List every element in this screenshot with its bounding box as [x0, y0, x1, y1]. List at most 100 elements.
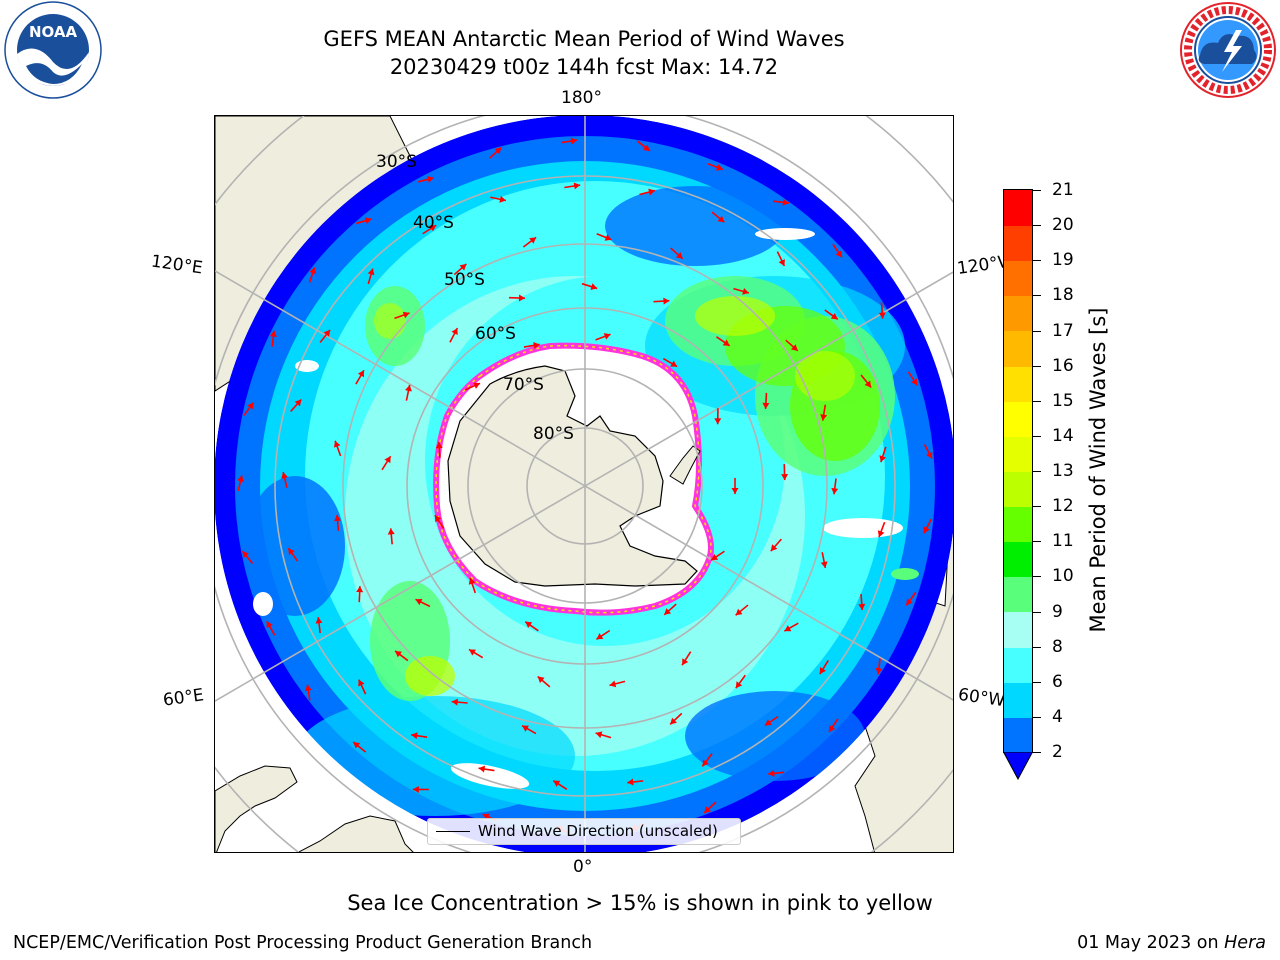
wave-direction-arrow: [453, 263, 467, 276]
wave-direction-arrow: [735, 674, 746, 689]
wave-direction-arrow: [415, 598, 431, 608]
wave-direction-arrow: [522, 236, 537, 248]
colorbar-tick-label: 13: [1052, 461, 1074, 481]
wave-direction-arrow: [609, 680, 626, 688]
colorbar-segment: [1004, 330, 1032, 367]
colorbar-segment: [1004, 260, 1032, 297]
wave-direction-arrow: [287, 547, 299, 562]
wave-direction-arrow: [669, 712, 683, 725]
noaa-logo-text: NOAA: [29, 23, 78, 41]
colorbar-tick-label: 10: [1052, 566, 1074, 587]
colorbar-tick: [1033, 576, 1041, 578]
wave-direction-arrow: [820, 404, 828, 421]
wave-direction-arrow: [905, 591, 917, 606]
colorbar-tick: [1033, 365, 1041, 367]
legend-label: Wind Wave Direction (unscaled): [478, 822, 718, 840]
wave-direction-arrow: [243, 402, 255, 416]
colorbar-under-extension: [1003, 752, 1033, 780]
wave-direction-arrow: [281, 471, 288, 488]
lat-label-30s: 30°S: [376, 152, 417, 172]
wave-direction-arrow: [394, 311, 410, 320]
colorbar-segment: [1004, 400, 1032, 437]
wave-direction-arrow: [923, 444, 933, 460]
footer-host: Hera: [1224, 933, 1266, 953]
wave-direction-arrow: [304, 684, 312, 701]
wave-direction-arrow: [714, 408, 722, 425]
wave-direction-arrow: [290, 398, 302, 412]
wave-direction-arrow: [907, 371, 918, 386]
wave-direction-arrow: [355, 369, 365, 385]
colorbar-tick: [1033, 190, 1041, 191]
wave-direction-arrow: [670, 247, 684, 260]
colorbar-tick: [1033, 716, 1041, 718]
colorbar-segment: [1004, 611, 1032, 648]
colorbar-tick-label: 9: [1052, 601, 1063, 622]
wind-wave-arrows: [237, 137, 933, 835]
wave-direction-arrow: [490, 195, 507, 203]
colorbar-segment: [1004, 435, 1032, 472]
wave-direction-arrow: [412, 785, 429, 793]
wave-direction-arrow: [434, 514, 445, 529]
wave-direction-arrow: [358, 679, 367, 695]
wave-direction-arrow: [489, 146, 502, 159]
colorbar-tick-label: 11: [1052, 531, 1074, 552]
wave-direction-arrow: [681, 651, 692, 666]
wave-direction-arrow: [595, 629, 611, 640]
colorbar-tick-label: 2: [1052, 742, 1063, 762]
wave-direction-arrow: [387, 528, 395, 545]
colorbar-tick: [1033, 681, 1041, 683]
legend-line-swatch: [436, 831, 470, 832]
wave-direction-arrow: [564, 182, 581, 190]
colorbar-tick: [1033, 400, 1041, 402]
wave-direction-arrow: [627, 778, 644, 786]
wave-direction-arrow: [772, 198, 790, 206]
colorbar-tick-label: 8: [1052, 636, 1063, 657]
wave-direction-arrow: [878, 302, 886, 319]
wave-direction-arrow: [716, 336, 731, 347]
colorbar-segment: [1004, 190, 1032, 226]
lat-label-40s: 40°S: [413, 213, 454, 233]
colorbar-tick: [1033, 435, 1041, 437]
wave-direction-arrow: [733, 287, 750, 295]
colorbar-segment: [1004, 681, 1032, 718]
lon-label-top: 180°: [561, 88, 602, 108]
wave-direction-arrow: [418, 175, 434, 183]
footer-credit: NCEP/EMC/Verification Post Processing Pr…: [13, 933, 593, 953]
colorbar-tick: [1033, 471, 1041, 472]
colorbar-tick: [1033, 752, 1041, 753]
footer-date: 01 May 2023 on Hera: [1077, 933, 1266, 953]
colorbar-segment: [1004, 225, 1032, 262]
colorbar-tick: [1033, 295, 1041, 297]
wave-direction-arrow: [478, 765, 495, 773]
wave-direction-arrow: [334, 514, 342, 531]
wave-direction-arrow: [707, 162, 724, 171]
wave-direction-arrow: [858, 594, 866, 611]
wave-direction-arrow: [731, 478, 739, 494]
wave-direction-arrow: [523, 341, 540, 349]
wave-direction-arrow: [875, 658, 883, 675]
sea-ice-note: Sea Ice Concentration > 15% is shown in …: [347, 891, 933, 915]
wave-direction-arrow: [422, 224, 437, 235]
wave-direction-arrow: [768, 769, 785, 777]
wave-direction-arrow: [776, 251, 786, 267]
colorbar-tick-label: 4: [1052, 706, 1063, 727]
wave-direction-arrow: [315, 617, 323, 634]
wave-direction-arrow: [860, 374, 872, 388]
wave-direction-arrow: [319, 329, 331, 343]
colorbar-tick-label: 17: [1052, 320, 1074, 341]
wave-direction-arrow: [639, 188, 656, 196]
wave-direction-arrow: [552, 779, 568, 790]
wave-direction-arrow: [663, 603, 677, 616]
colorbar-tick-label: 19: [1052, 250, 1074, 271]
wave-direction-arrow: [465, 382, 481, 391]
lon-label-left-upper: 120°E: [149, 251, 204, 279]
colorbar-tick-label: 16: [1052, 355, 1074, 376]
wave-direction-arrow: [308, 267, 317, 283]
wave-direction-arrow: [710, 550, 725, 561]
wave-direction-arrow: [828, 718, 839, 733]
map-panel: [214, 115, 954, 853]
colorbar-tick-label: 21: [1052, 180, 1074, 200]
wave-direction-arrow: [832, 243, 843, 258]
wave-direction-arrow: [266, 620, 276, 636]
colorbar-tick-label: 12: [1052, 496, 1074, 517]
